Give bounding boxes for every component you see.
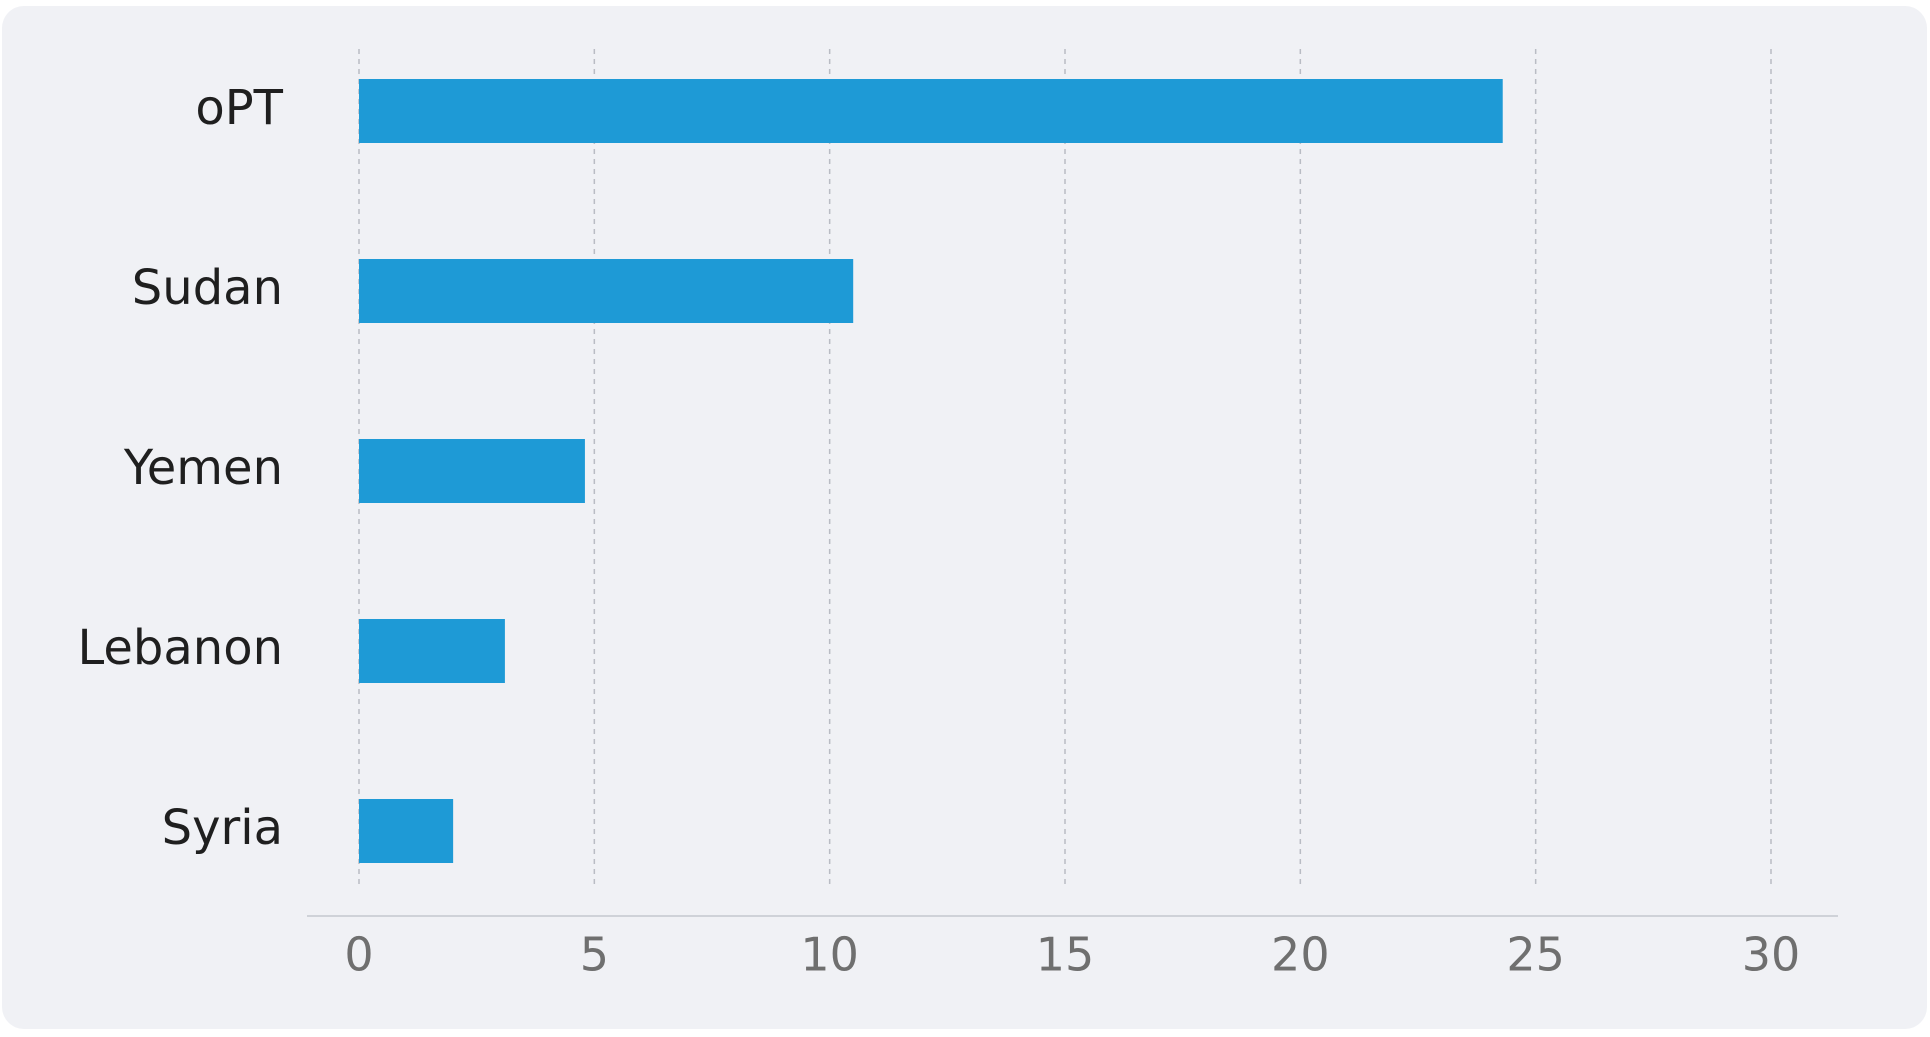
bar	[359, 799, 454, 863]
bar	[359, 79, 1503, 143]
x-tick-label: 25	[1506, 928, 1565, 982]
x-tick-label: 15	[1036, 928, 1095, 982]
y-tick-label: oPT	[195, 80, 283, 136]
x-tick-label: 10	[800, 928, 859, 982]
x-tick-label: 20	[1271, 928, 1330, 982]
y-tick-label: Yemen	[123, 440, 283, 496]
x-tick-label: 5	[580, 928, 609, 982]
y-tick-label: Lebanon	[77, 620, 283, 676]
y-tick-label: Sudan	[132, 260, 283, 316]
x-tick-label: 0	[344, 928, 373, 982]
card-background	[2, 6, 1927, 1029]
y-tick-label: Syria	[162, 800, 283, 856]
x-tick-label: 30	[1742, 928, 1801, 982]
bar	[359, 259, 854, 323]
bar	[359, 619, 505, 683]
bar	[359, 439, 585, 503]
